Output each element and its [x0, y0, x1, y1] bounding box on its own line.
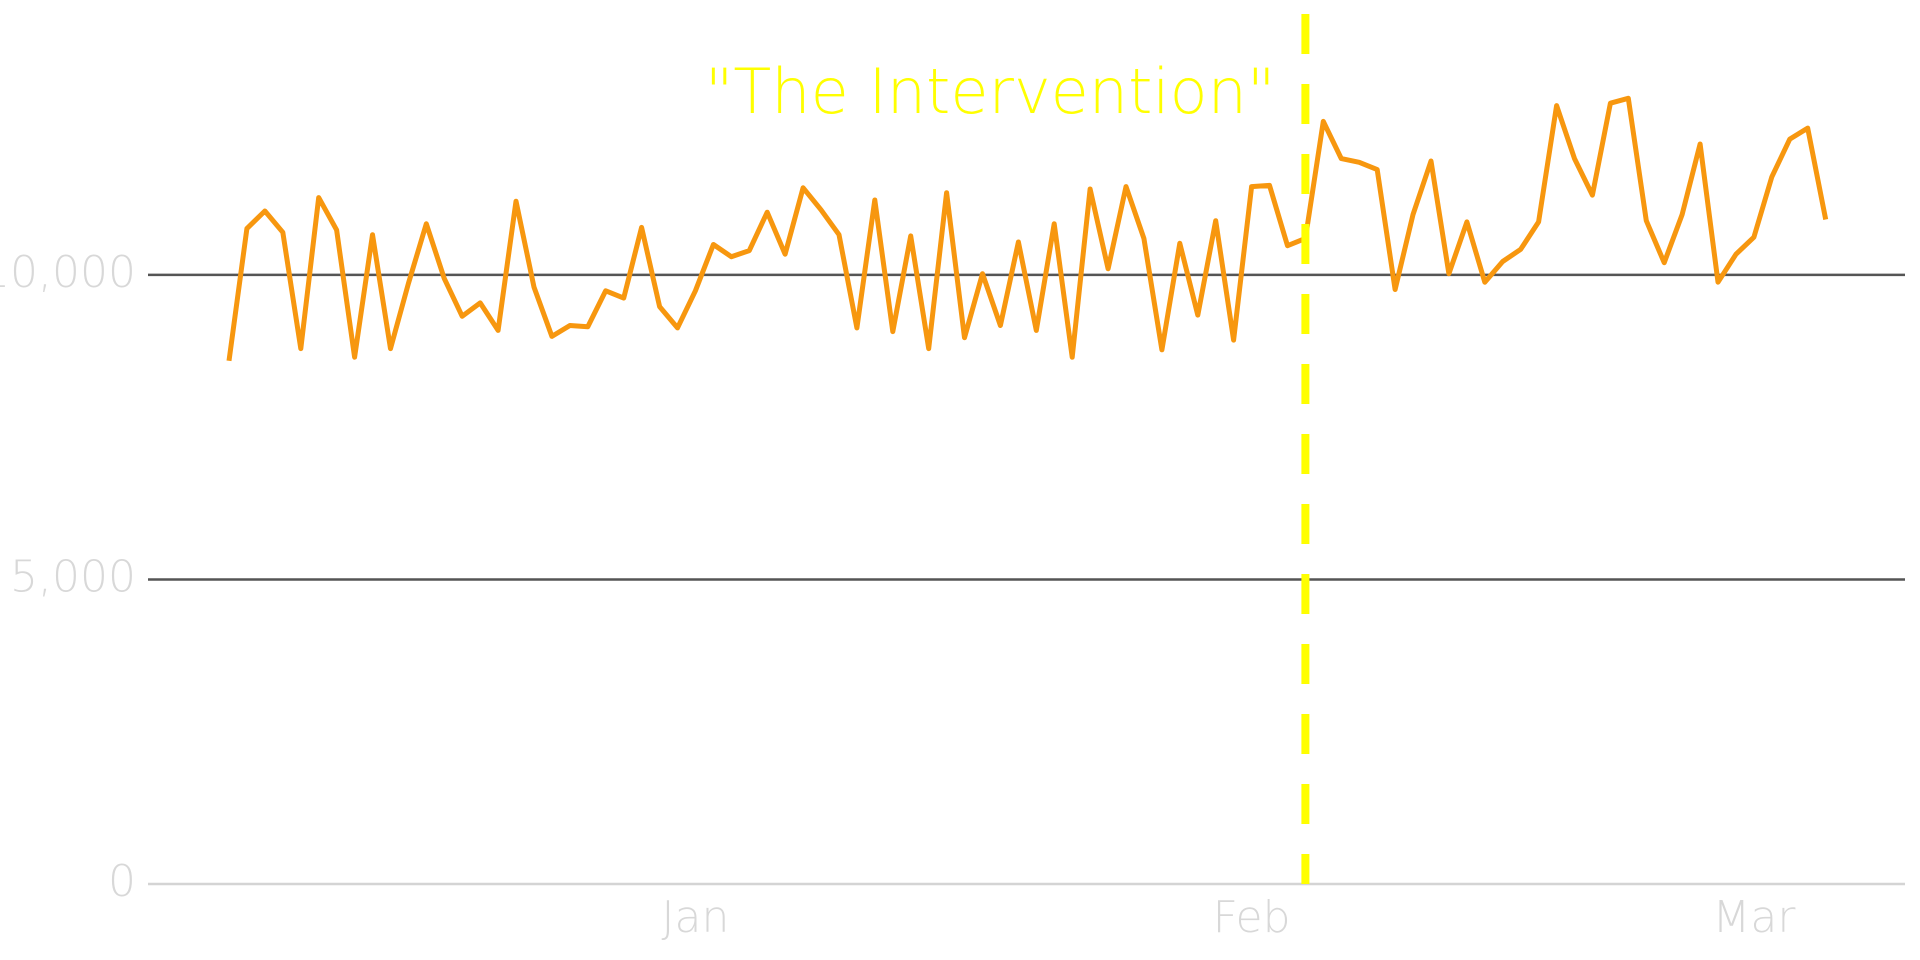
- y-tick-label: 0: [108, 856, 136, 907]
- x-tick-label: Feb: [1213, 892, 1291, 943]
- y-tick-label: 10,000: [0, 247, 136, 298]
- y-tick-label: 5,000: [10, 551, 136, 602]
- annotation-label: "The Intervention": [705, 55, 1275, 128]
- x-tick-label: Jan: [662, 892, 730, 943]
- x-tick-label: Mar: [1712, 892, 1796, 943]
- data-line: [226, 95, 1829, 362]
